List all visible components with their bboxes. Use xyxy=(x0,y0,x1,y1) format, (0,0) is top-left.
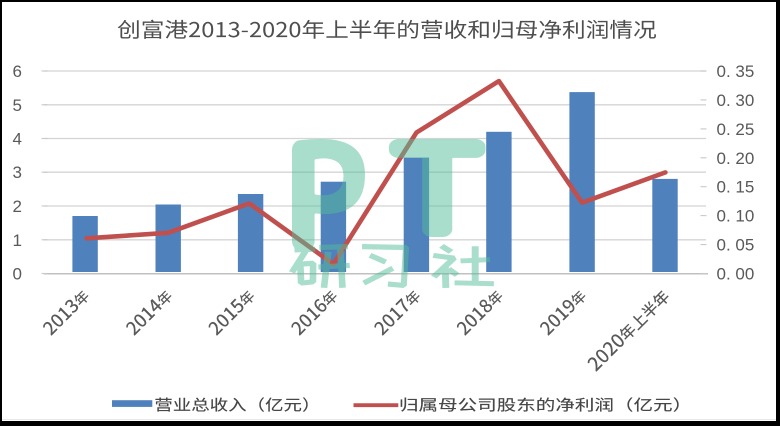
svg-text:0. 25: 0. 25 xyxy=(717,120,755,139)
svg-text:6: 6 xyxy=(13,62,22,81)
svg-text:4: 4 xyxy=(13,130,22,149)
svg-text:0. 20: 0. 20 xyxy=(717,149,755,168)
svg-text:2: 2 xyxy=(13,197,22,216)
svg-text:5: 5 xyxy=(13,96,22,115)
svg-text:0. 35: 0. 35 xyxy=(717,62,755,81)
svg-text:3: 3 xyxy=(13,163,22,182)
svg-text:0. 15: 0. 15 xyxy=(717,178,755,197)
svg-text:0. 30: 0. 30 xyxy=(717,91,755,110)
svg-text:0. 10: 0. 10 xyxy=(717,207,755,226)
svg-text:0: 0 xyxy=(13,265,22,284)
svg-text:1: 1 xyxy=(13,231,22,250)
svg-text:0. 05: 0. 05 xyxy=(717,236,755,255)
svg-text:0. 00: 0. 00 xyxy=(717,265,755,284)
